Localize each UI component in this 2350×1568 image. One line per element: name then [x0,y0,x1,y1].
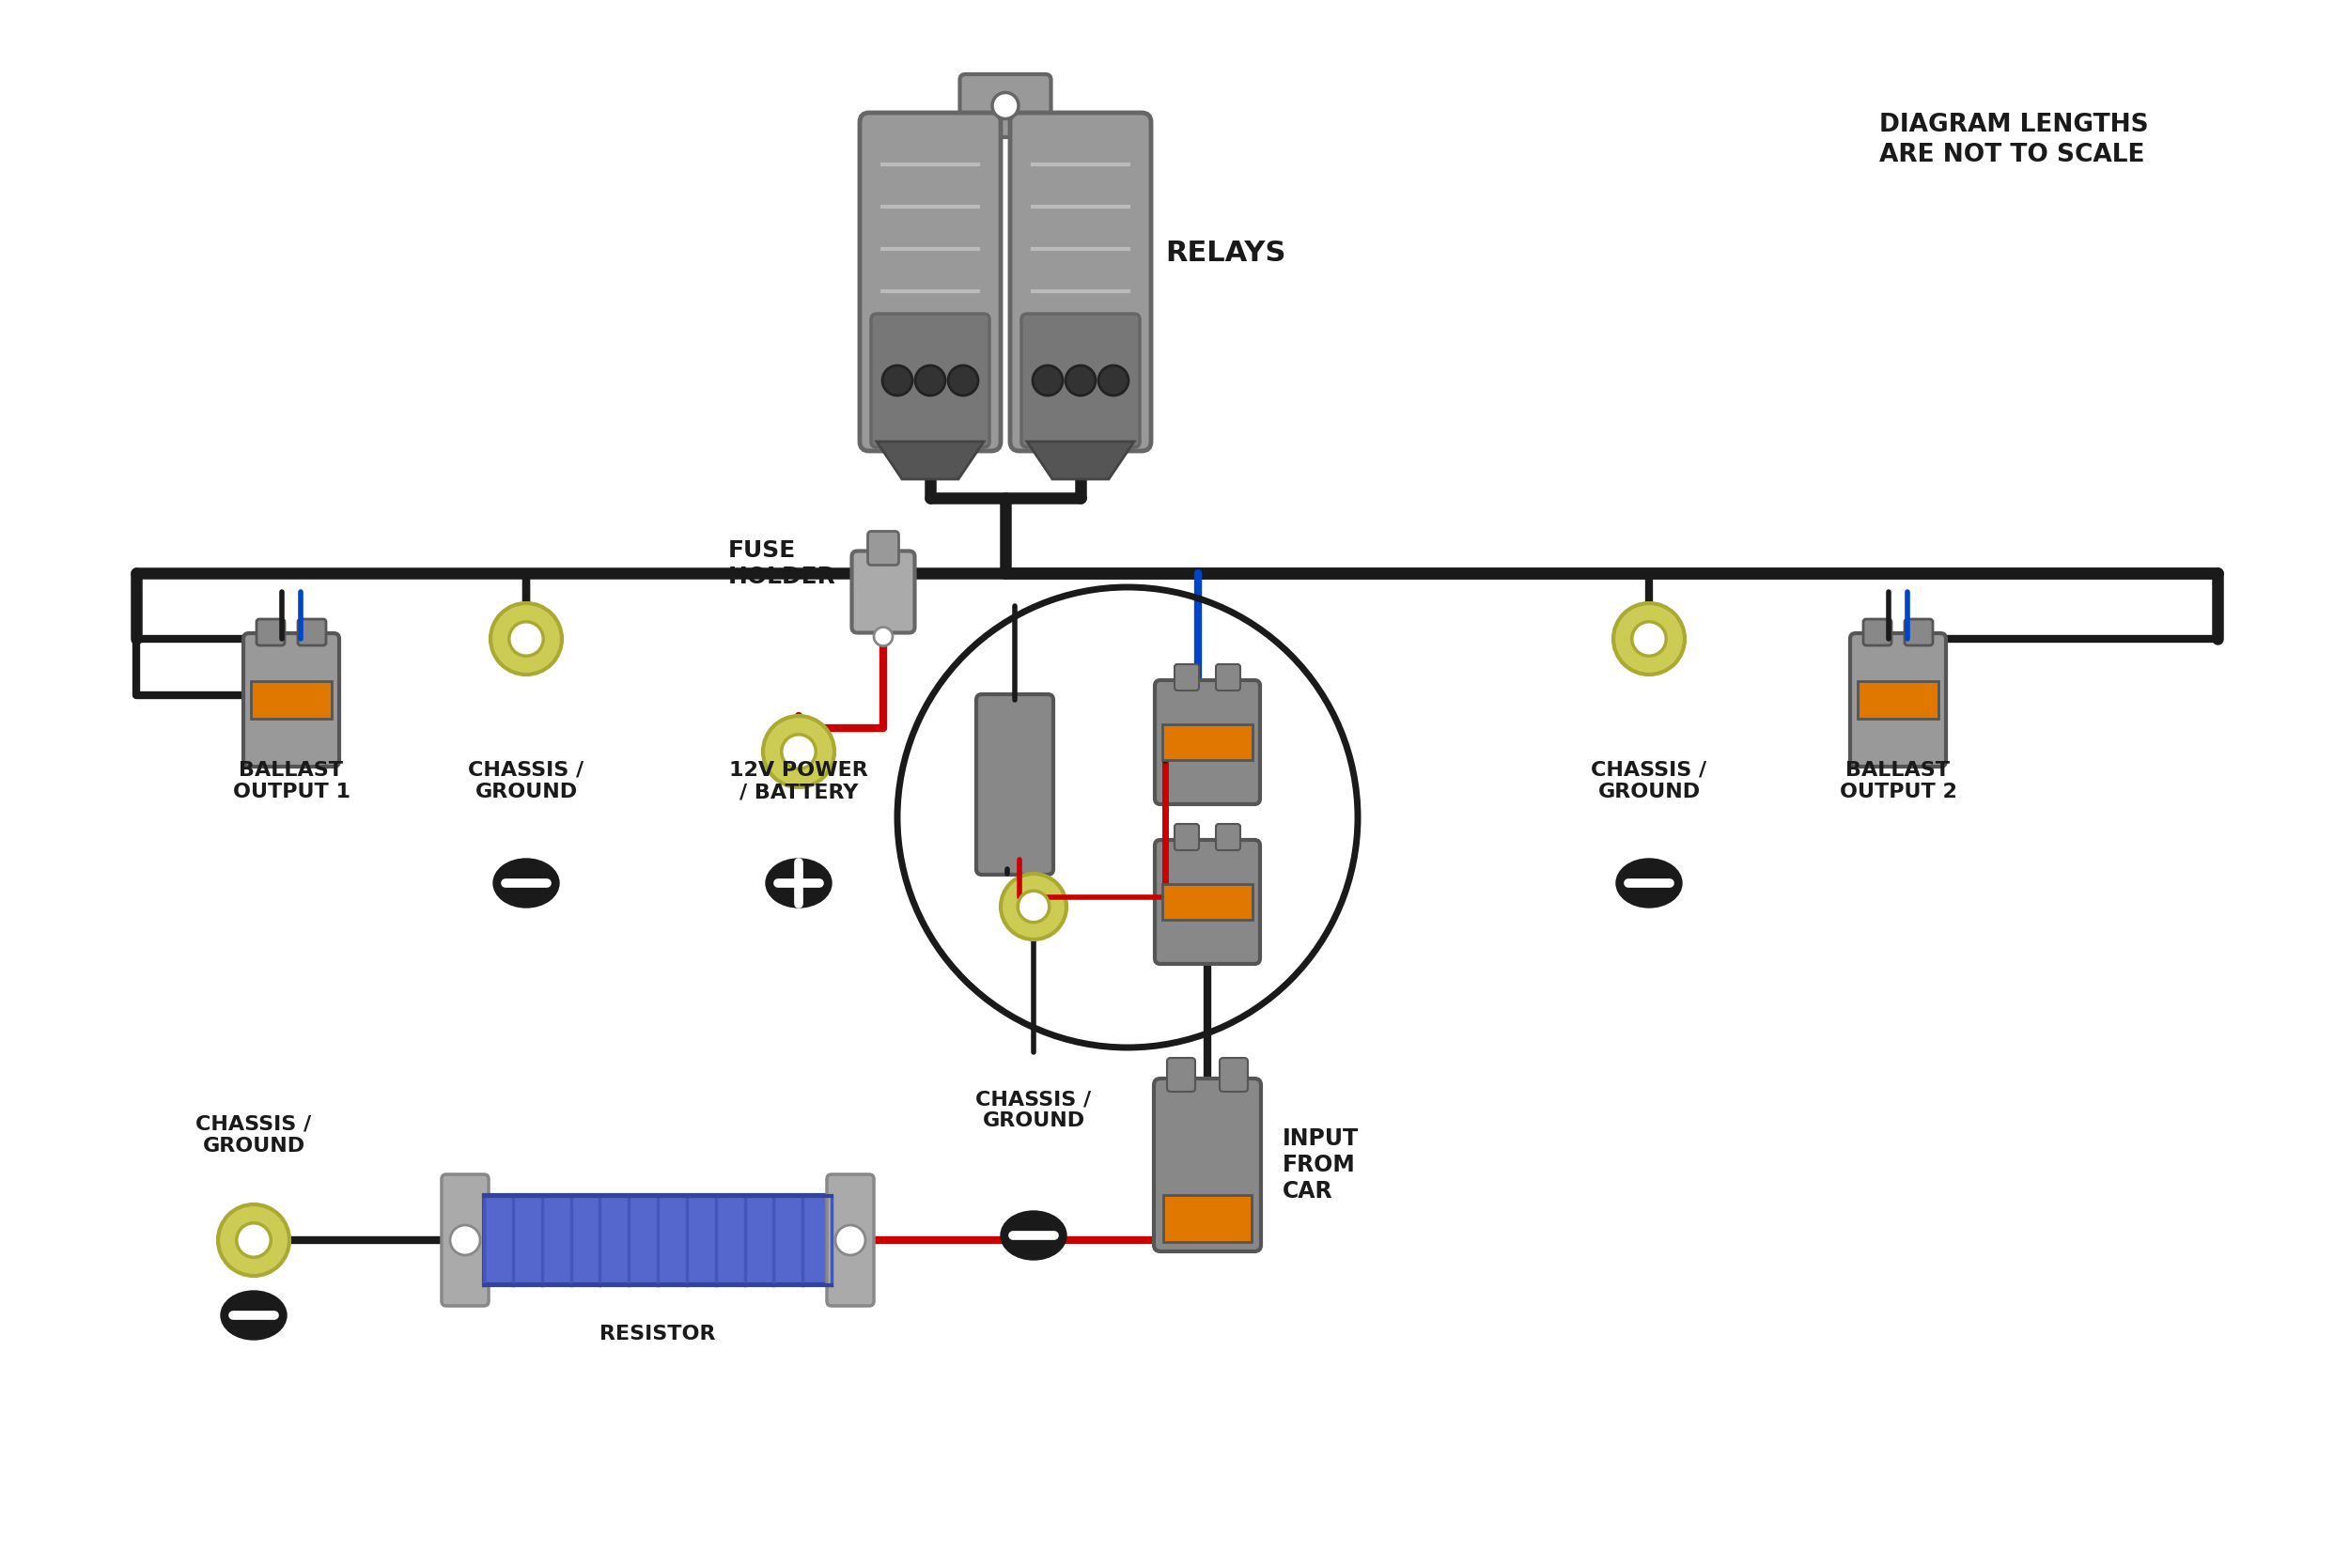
Circle shape [1001,873,1067,939]
FancyBboxPatch shape [1215,823,1241,850]
FancyBboxPatch shape [860,113,1001,452]
FancyBboxPatch shape [1154,681,1260,804]
Circle shape [237,1223,270,1258]
Circle shape [510,622,543,655]
Bar [1163,1195,1253,1242]
FancyBboxPatch shape [1010,113,1152,452]
Bar [1856,681,1939,718]
Ellipse shape [1001,1210,1067,1259]
Ellipse shape [494,859,559,908]
Circle shape [874,627,893,646]
Bar [1163,724,1253,760]
FancyBboxPatch shape [1168,1058,1196,1091]
FancyBboxPatch shape [1220,1058,1248,1091]
Text: INPUT
FROM
CAR: INPUT FROM CAR [1283,1127,1358,1203]
Bar [1163,884,1253,920]
FancyBboxPatch shape [1849,633,1946,767]
Circle shape [451,1225,479,1254]
Text: BALLAST
OUTPUT 2: BALLAST OUTPUT 2 [1840,760,1958,801]
Ellipse shape [1617,859,1683,908]
Circle shape [1614,604,1685,674]
Text: CHASSIS /
GROUND: CHASSIS / GROUND [468,760,585,801]
Circle shape [1065,365,1095,395]
FancyBboxPatch shape [851,550,914,633]
FancyBboxPatch shape [256,619,284,646]
FancyBboxPatch shape [1175,665,1198,690]
Bar [484,1195,832,1284]
FancyBboxPatch shape [867,532,898,564]
FancyBboxPatch shape [298,619,327,646]
Circle shape [1032,365,1062,395]
FancyBboxPatch shape [1154,1079,1262,1251]
Text: 12V POWER
/ BATTERY: 12V POWER / BATTERY [728,760,867,801]
FancyBboxPatch shape [1022,314,1140,447]
Circle shape [834,1225,865,1254]
FancyBboxPatch shape [1175,823,1198,850]
Polygon shape [1027,442,1135,480]
Ellipse shape [221,1290,287,1339]
Circle shape [764,717,834,787]
FancyBboxPatch shape [872,314,989,447]
FancyBboxPatch shape [959,74,1050,136]
Text: CHASSIS /
GROUND: CHASSIS / GROUND [195,1115,313,1156]
Text: FUSE
HOLDER: FUSE HOLDER [728,539,837,588]
Circle shape [992,93,1018,119]
FancyBboxPatch shape [244,633,338,767]
Circle shape [881,365,912,395]
FancyBboxPatch shape [442,1174,489,1306]
FancyBboxPatch shape [827,1174,874,1306]
Text: DIAGRAM LENGTHS
ARE NOT TO SCALE: DIAGRAM LENGTHS ARE NOT TO SCALE [1880,113,2148,168]
Circle shape [1018,891,1050,922]
FancyBboxPatch shape [975,695,1053,875]
Polygon shape [877,442,985,480]
Text: RESISTOR: RESISTOR [599,1325,717,1344]
Ellipse shape [766,859,832,908]
FancyBboxPatch shape [1904,619,1932,646]
Circle shape [914,365,945,395]
Circle shape [219,1204,289,1276]
Text: CHASSIS /
GROUND: CHASSIS / GROUND [1591,760,1706,801]
Text: CHASSIS /
GROUND: CHASSIS / GROUND [975,1090,1090,1131]
Circle shape [491,604,562,674]
Circle shape [783,734,815,768]
Bar [251,681,331,718]
Circle shape [947,365,978,395]
Text: RELAYS: RELAYS [1166,240,1285,267]
Text: BALLAST
OUTPUT 1: BALLAST OUTPUT 1 [233,760,350,801]
Circle shape [1097,365,1128,395]
FancyBboxPatch shape [1154,840,1260,964]
FancyBboxPatch shape [1864,619,1892,646]
Circle shape [1631,622,1666,655]
FancyBboxPatch shape [1215,665,1241,690]
